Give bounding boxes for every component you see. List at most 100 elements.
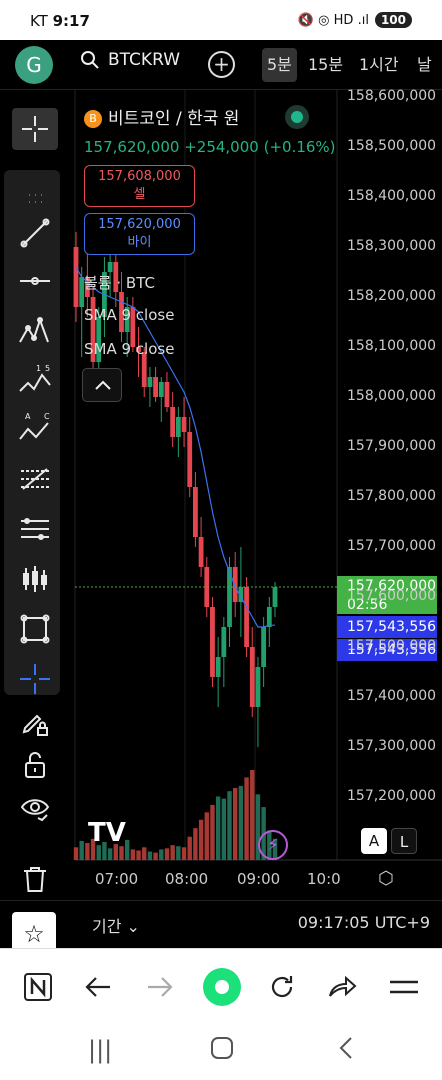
price-axis-label: 158,100,000 xyxy=(347,338,437,354)
avatar[interactable]: G xyxy=(15,46,53,84)
candlestick-chart[interactable] xyxy=(0,90,442,900)
fib-icon xyxy=(21,468,49,490)
browser-toolbar xyxy=(0,948,442,1024)
forward-icon[interactable] xyxy=(140,969,180,1005)
candle-body xyxy=(215,657,221,677)
status-carrier: KT 9:17 xyxy=(30,12,90,30)
back-icon[interactable] xyxy=(78,969,118,1005)
market-status-icon[interactable] xyxy=(285,105,309,129)
system-back-icon[interactable] xyxy=(338,1036,354,1066)
green-dot-button[interactable] xyxy=(200,965,244,1009)
volume-bar xyxy=(79,840,84,860)
chart-clock[interactable]: 09:17:05 UTC+9 xyxy=(297,913,430,932)
drag-handle[interactable] xyxy=(12,178,58,220)
horizontal-line-tool[interactable] xyxy=(12,260,58,302)
buy-button[interactable]: 157,620,000 바이 xyxy=(84,213,195,255)
sma-price-tag: 157,543,556 xyxy=(337,616,437,638)
crosshair-tool[interactable] xyxy=(12,108,58,150)
symbol-title: 비트코인 / 한국 원 xyxy=(108,109,240,129)
volume-bar xyxy=(142,847,147,860)
candle-body xyxy=(193,487,198,537)
share-icon[interactable] xyxy=(322,969,362,1005)
hide-drawings-tool[interactable] xyxy=(12,788,58,830)
period-selector[interactable]: 기간 ⌄ xyxy=(92,917,140,936)
sell-button[interactable]: 157,608,000 셀 xyxy=(84,165,195,207)
candle-body xyxy=(204,567,210,607)
volume-bar xyxy=(136,850,141,860)
axis-settings-icon[interactable]: ⬡ xyxy=(378,868,394,889)
fib-extension-tool[interactable] xyxy=(12,508,58,550)
collapse-legend-button[interactable] xyxy=(82,368,122,402)
price-axis-label: 158,200,000 xyxy=(347,288,437,304)
auto-scale-button[interactable]: A xyxy=(361,828,387,854)
chevron-up-icon xyxy=(95,380,111,390)
pattern-icon xyxy=(19,316,49,343)
price-axis-label: 158,000,000 xyxy=(347,388,437,404)
refresh-icon xyxy=(271,976,293,998)
timeframe-5m[interactable]: 5분 xyxy=(262,48,297,82)
volume-bar xyxy=(159,849,164,860)
recent-apps-icon[interactable]: ||| xyxy=(88,1036,113,1064)
volume-bar xyxy=(130,849,136,860)
volume-indicator-label[interactable]: 볼륨 · BTC xyxy=(84,274,155,292)
log-scale-button[interactable]: L xyxy=(391,828,417,854)
volume-bar xyxy=(107,848,113,860)
legend-change-value: +254,000 xyxy=(184,138,259,156)
candle-body xyxy=(153,377,158,397)
price-axis-label: 158,300,000 xyxy=(347,238,437,254)
candle-body xyxy=(198,537,204,567)
sma-indicator-label[interactable]: SMA 9 close xyxy=(84,306,175,324)
timeframe-day[interactable]: 날 xyxy=(417,55,432,74)
volume-bar xyxy=(85,843,90,860)
home-icon[interactable] xyxy=(210,1036,234,1066)
timeframe-1h[interactable]: 1시간 xyxy=(359,55,399,74)
lightning-icon[interactable]: ⚡ xyxy=(258,830,288,860)
candle-body xyxy=(113,262,119,292)
delete-drawings-tool[interactable] xyxy=(12,858,58,900)
volume-bar xyxy=(215,796,221,860)
eye-icon xyxy=(20,799,50,822)
candles-tool[interactable] xyxy=(12,558,58,600)
rectangle-tool[interactable] xyxy=(12,608,58,650)
volume-bar xyxy=(210,804,215,860)
symbol-search-button[interactable]: BTCKRW xyxy=(80,50,180,70)
lock-drawing-tool[interactable] xyxy=(12,702,58,744)
add-symbol-button[interactable]: + xyxy=(208,51,235,78)
volume-bar xyxy=(198,819,204,860)
volume-bar xyxy=(233,788,238,860)
candle-body xyxy=(261,627,267,667)
pitchfork-tool[interactable] xyxy=(12,310,58,352)
crosshair-icon xyxy=(22,116,48,142)
fib-extension-icon xyxy=(21,518,49,540)
candle-body xyxy=(164,382,170,407)
candle-body xyxy=(266,607,272,627)
menu-icon[interactable] xyxy=(384,969,424,1005)
candle-body xyxy=(84,277,90,297)
unlock-tool[interactable] xyxy=(12,744,58,786)
volume-bar xyxy=(113,844,118,860)
sma-indicator-label-2[interactable]: SMA 9 close xyxy=(84,340,175,358)
trend-line-tool[interactable] xyxy=(12,212,58,254)
candle-body xyxy=(255,667,261,707)
volume-bar xyxy=(187,836,192,860)
volume-bar xyxy=(96,845,101,860)
chart-header: G BTCKRW + 5분 15분 1시간 날 xyxy=(0,40,442,90)
timeframe-15m[interactable]: 15분 xyxy=(308,55,344,74)
share-arrow-icon xyxy=(329,975,357,997)
naver-home-icon[interactable] xyxy=(18,969,58,1005)
system-nav-bar: ||| xyxy=(0,1024,442,1080)
status-icons: 🔇 ◎ HD .ıl 100 xyxy=(298,12,412,28)
buy-label: 바이 xyxy=(127,235,152,250)
reload-icon[interactable] xyxy=(262,969,302,1005)
chart-legend[interactable]: B 비트코인 / 한국 원 xyxy=(84,104,239,129)
measure-tool[interactable] xyxy=(12,658,58,700)
sma-price-tag-2: 157,543,556 xyxy=(337,639,437,661)
chevron-left-icon xyxy=(339,1037,352,1059)
fib-retracement-tool[interactable] xyxy=(12,458,58,500)
candle-body xyxy=(90,297,96,362)
